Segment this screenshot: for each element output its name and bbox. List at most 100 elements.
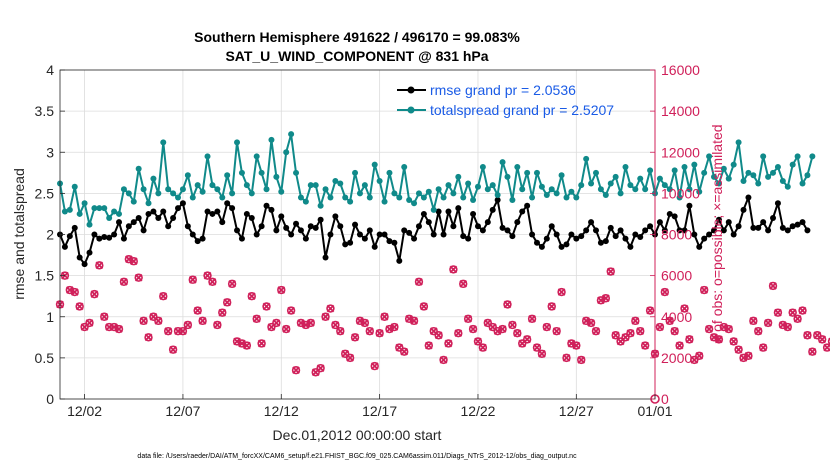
obs-assimilated-marker (631, 317, 640, 325)
obs-possible-marker (680, 304, 689, 313)
obs-assimilated-marker (444, 339, 453, 348)
rmse-point (415, 223, 422, 230)
spread-point (356, 190, 363, 197)
rmse-point (789, 223, 796, 230)
obs-assimilated-marker (129, 257, 138, 266)
legend-rmse-marker (407, 86, 415, 94)
obs-possible-marker (758, 343, 768, 352)
obs-possible-marker (341, 349, 350, 358)
rmse-point (268, 206, 275, 213)
rmse-point (111, 231, 118, 238)
spread-point (273, 173, 280, 180)
obs-assimilated-marker (144, 333, 153, 342)
y-tick-label-left: 1 (46, 309, 54, 325)
series-lines (57, 131, 816, 268)
obs-possible-marker (503, 300, 512, 309)
rmse-point (76, 254, 83, 261)
legend-spread-label: totalspread grand pr = 2.5207 (430, 102, 614, 118)
spread-point (465, 180, 472, 187)
obs-possible-marker (729, 337, 738, 346)
rmse-point (499, 224, 506, 231)
rmse-point (317, 216, 324, 223)
obs-assimilated-marker (134, 273, 143, 282)
obs-assimilated-marker (390, 323, 399, 331)
y-tick-label-right: 10000 (661, 185, 700, 201)
spread-point (307, 182, 314, 189)
rmse-point (784, 227, 791, 234)
obs-assimilated-marker (739, 354, 748, 362)
rmse-point (125, 223, 132, 230)
spread-point (661, 182, 668, 189)
spread-point (71, 183, 78, 190)
obs-assimilated-marker (459, 280, 468, 288)
obs-assimilated-marker (533, 343, 541, 352)
obs-assimilated-marker (375, 329, 384, 338)
spread-point (204, 153, 211, 160)
obs-assimilated-marker (552, 327, 561, 335)
obs-assimilated-marker (493, 327, 502, 335)
rmse-point (794, 221, 801, 228)
rmse-point (583, 227, 590, 234)
spread-point (337, 180, 344, 187)
spread-point (563, 194, 570, 201)
spread-point (248, 190, 255, 197)
obs-possible-marker (326, 304, 335, 313)
spread-point (789, 161, 796, 168)
rmse-point (435, 208, 442, 215)
obs-assimilated-marker (223, 298, 232, 307)
x-tick-label: 12/02 (67, 403, 102, 419)
obs-possible-marker (218, 308, 227, 317)
spread-point (406, 196, 413, 203)
rmse-point (730, 231, 737, 238)
spread-point (583, 155, 590, 162)
spread-point (696, 188, 703, 195)
rmse-point (588, 219, 595, 226)
obs-possible-marker (675, 341, 684, 350)
obs-assimilated-marker (380, 312, 389, 321)
rmse-point (720, 227, 727, 234)
obs-possible-marker (424, 341, 434, 350)
spread-point (268, 136, 275, 143)
rmse-point (553, 231, 560, 238)
spread-point (656, 175, 663, 182)
legend: rmse grand pr = 2.0536 totalspread grand… (397, 82, 614, 118)
spread-point (219, 194, 226, 201)
obs-possible-marker (645, 306, 655, 315)
obs-possible-marker (690, 355, 699, 365)
spread-point (499, 159, 506, 166)
obs-assimilated-marker (469, 325, 477, 333)
spread-point (440, 194, 447, 201)
rmse-point (411, 235, 418, 242)
obs-assimilated-marker (557, 288, 566, 296)
obs-assimilated-marker (115, 325, 123, 333)
rmse-point (524, 202, 531, 209)
rmse-point (401, 227, 408, 234)
obs-possible-marker (640, 341, 650, 350)
rmse-point (760, 219, 767, 226)
obs-assimilated-marker (508, 321, 517, 329)
obs-assimilated-marker (213, 321, 222, 329)
y-tick-label-right: 0 (661, 391, 669, 407)
obs-assimilated-marker (729, 337, 738, 346)
spread-point (130, 198, 137, 205)
obs-possible-marker (444, 339, 453, 348)
spread-point (770, 169, 777, 176)
obs-possible-marker (429, 326, 438, 336)
spread-point (455, 173, 462, 180)
obs-possible-marker (513, 329, 522, 338)
rmse-point (258, 223, 265, 230)
spread-point (66, 206, 73, 213)
obs-possible-marker (468, 324, 478, 334)
obs-assimilated-marker (685, 335, 694, 344)
rmse-point (701, 235, 708, 242)
spread-point (111, 208, 118, 215)
spread-point (214, 186, 221, 193)
rmse-point (592, 227, 599, 234)
rmse-point (440, 231, 447, 238)
rmse-point (283, 224, 290, 231)
obs-possible-marker (532, 343, 542, 352)
rmse-point (204, 208, 211, 215)
rmse-point (725, 219, 732, 226)
obs-assimilated-marker (351, 333, 359, 342)
obs-assimilated-marker (169, 345, 177, 354)
